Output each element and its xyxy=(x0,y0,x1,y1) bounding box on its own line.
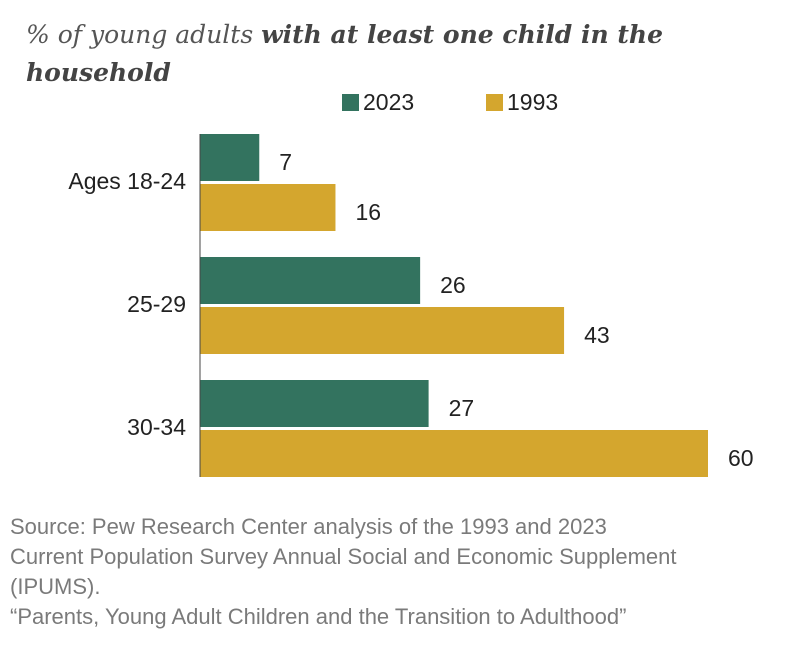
bar-chart: 2023 1993 7 16 Ages 18-24 26 43 25-29 27 60 30-34 xyxy=(68,89,754,477)
legend-label-2023: 2023 xyxy=(363,89,414,115)
value-label-2023-0: 7 xyxy=(279,149,292,175)
value-label-2023-1: 26 xyxy=(440,272,466,298)
source-line-3: (IPUMS). xyxy=(10,574,101,599)
chart-title-bold: with at least one child in the household xyxy=(26,20,663,87)
legend-swatch-2023 xyxy=(342,94,359,111)
source-line-2: Current Population Survey Annual Social … xyxy=(10,544,677,569)
value-label-2023-2: 27 xyxy=(449,395,475,421)
chart-title-regular: % of young adults xyxy=(26,20,262,49)
category-label-1: 25-29 xyxy=(127,291,186,317)
bar-2023-2 xyxy=(200,380,429,427)
bar-2023-0 xyxy=(200,134,260,181)
value-label-1993-0: 16 xyxy=(355,199,381,225)
category-label-2: 30-34 xyxy=(127,414,186,440)
bar-2023-1 xyxy=(200,257,421,304)
source-line-1: Source: Pew Research Center analysis of … xyxy=(10,514,607,539)
chart-title: % of young adults with at least one chil… xyxy=(26,16,766,92)
legend-label-1993: 1993 xyxy=(507,89,558,115)
bar-1993-0 xyxy=(200,184,336,231)
bar-1993-2 xyxy=(200,430,708,477)
legend-swatch-1993 xyxy=(486,94,503,111)
value-label-1993-2: 60 xyxy=(728,445,754,471)
source-note: Source: Pew Research Center analysis of … xyxy=(10,512,790,632)
source-line-4: “Parents, Young Adult Children and the T… xyxy=(10,604,627,629)
value-label-1993-1: 43 xyxy=(584,322,610,348)
category-label-0: Ages 18-24 xyxy=(68,168,186,194)
bar-1993-1 xyxy=(200,307,565,354)
